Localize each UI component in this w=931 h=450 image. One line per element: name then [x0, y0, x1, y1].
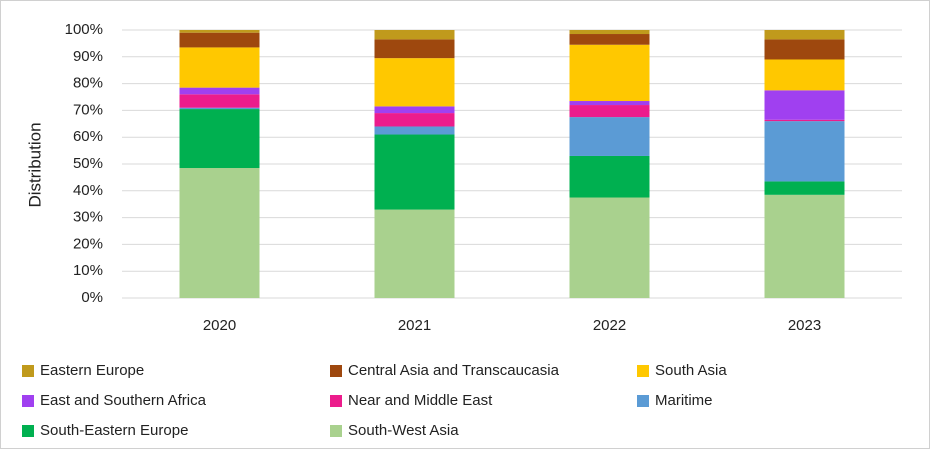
bar-segment [374, 126, 455, 135]
bar-segment [179, 94, 260, 108]
legend-swatch [637, 365, 649, 377]
legend-swatch [330, 425, 342, 437]
legend-label: East and Southern Africa [40, 392, 207, 409]
bar-segment [569, 105, 650, 118]
bar-segment [374, 39, 455, 59]
bar-segment [764, 59, 845, 91]
y-tick-label: 0% [81, 289, 103, 306]
bar-segment [569, 101, 650, 106]
bar-segment [764, 30, 845, 40]
y-tick-label: 40% [73, 182, 103, 199]
legend-swatch [22, 395, 34, 407]
y-tick-label: 50% [73, 155, 103, 172]
legend-label: Eastern Europe [40, 362, 144, 379]
bar-segment [179, 107, 260, 110]
legend-label: Near and Middle East [348, 392, 493, 409]
legend-swatch [637, 395, 649, 407]
legend-label: South Asia [655, 362, 727, 379]
y-tick-label: 100% [65, 21, 103, 38]
bar-segment [569, 155, 650, 198]
bar-segment [374, 134, 455, 210]
x-tick-label: 2022 [593, 317, 626, 334]
bar-segment [179, 47, 260, 88]
legend-swatch [330, 365, 342, 377]
y-tick-label: 60% [73, 128, 103, 145]
bar-segment [764, 121, 845, 182]
bar-segment [569, 34, 650, 45]
y-tick-label: 70% [73, 101, 103, 118]
legend-swatch [22, 425, 34, 437]
bar-segment [764, 181, 845, 195]
bar-segment [374, 113, 455, 127]
bar-segment [374, 30, 455, 40]
y-axis-label: Distribution [25, 122, 44, 207]
bar-segment [569, 44, 650, 102]
x-tick-label: 2021 [398, 317, 431, 334]
bar-segment [179, 168, 260, 298]
bar-segment [179, 30, 260, 33]
x-tick-label: 2020 [203, 317, 236, 334]
bar-segment [764, 39, 845, 60]
legend-label: South-West Asia [348, 422, 459, 439]
bar-segment [374, 106, 455, 114]
bar-segment [569, 30, 650, 35]
legend-label: South-Eastern Europe [40, 422, 188, 439]
legend-label: Central Asia and Transcaucasia [348, 362, 560, 379]
bar-segment [569, 197, 650, 298]
y-tick-label: 90% [73, 48, 103, 65]
bar-segment [374, 58, 455, 107]
y-tick-label: 10% [73, 262, 103, 279]
bar-segment [179, 87, 260, 95]
bar-segment [764, 119, 845, 122]
legend-swatch [22, 365, 34, 377]
bar-segment [764, 90, 845, 120]
y-tick-label: 80% [73, 75, 103, 92]
y-tick-label: 20% [73, 235, 103, 252]
x-tick-label: 2023 [788, 317, 821, 334]
bar-segment [179, 109, 260, 169]
bar-segment [374, 209, 455, 298]
legend-label: Maritime [655, 392, 713, 409]
bar-segment [764, 194, 845, 298]
y-tick-label: 30% [73, 209, 103, 226]
bar-segment [179, 32, 260, 48]
legend-swatch [330, 395, 342, 407]
bar-segment [569, 117, 650, 156]
